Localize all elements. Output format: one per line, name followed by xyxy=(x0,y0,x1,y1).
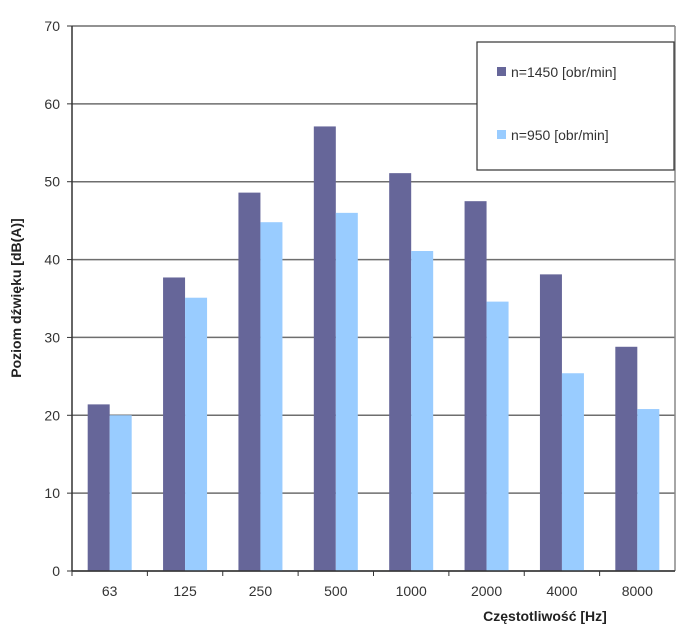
legend-box xyxy=(476,41,675,171)
bar-n=1450-2000 xyxy=(464,201,487,571)
bar-n=950-63 xyxy=(109,415,132,571)
x-tick-label: 2000 xyxy=(471,583,502,599)
bar-n=1450-1000 xyxy=(389,173,412,571)
x-tick-label: 250 xyxy=(249,583,273,599)
y-tick-label: 10 xyxy=(44,485,60,501)
bar-n=1450-63 xyxy=(87,404,110,571)
x-tick-label: 8000 xyxy=(622,583,653,599)
bar-n=1450-8000 xyxy=(615,346,638,571)
axes xyxy=(67,25,676,576)
x-tick-label: 1000 xyxy=(396,583,427,599)
x-axis-label: Częstotliwość [Hz] xyxy=(483,608,607,624)
bar-n=950-8000 xyxy=(637,409,660,571)
bar-n=950-250 xyxy=(260,222,283,571)
legend-swatch-950 xyxy=(497,130,506,139)
bar-n=950-125 xyxy=(185,297,208,571)
bar-n=1450-250 xyxy=(238,192,261,571)
bars xyxy=(87,126,660,571)
y-tick-label: 30 xyxy=(44,329,60,345)
bar-n=1450-125 xyxy=(163,277,186,571)
legend-swatch-1450 xyxy=(497,67,506,76)
bar-n=950-4000 xyxy=(561,373,584,571)
x-tick-label: 63 xyxy=(102,583,118,599)
legend: n=1450 [obr/min] n=950 [obr/min] xyxy=(476,41,675,171)
y-tick-label: 60 xyxy=(44,96,60,112)
y-tick-label: 0 xyxy=(52,563,60,579)
bar-n=1450-500 xyxy=(313,126,336,571)
y-tick-label: 70 xyxy=(44,18,60,34)
legend-label-1450: n=1450 [obr/min] xyxy=(511,64,616,80)
y-tick-label: 20 xyxy=(44,407,60,423)
x-tick-label: 125 xyxy=(173,583,197,599)
x-tick-label: 4000 xyxy=(546,583,577,599)
x-tick-label: 500 xyxy=(324,583,348,599)
legend-label-950: n=950 [obr/min] xyxy=(511,127,609,143)
y-tick-label: 40 xyxy=(44,252,60,268)
bar-n=950-2000 xyxy=(486,301,509,571)
tick-labels: 0 10 20 30 40 50 60 70 63 125 250 500 1000 2000 4000 80… xyxy=(44,18,653,599)
y-tick-label: 50 xyxy=(44,174,60,190)
y-axis-label: Poziom dźwięku [dB(A)] xyxy=(8,218,24,377)
bar-n=1450-4000 xyxy=(539,274,562,571)
bar-n=950-500 xyxy=(335,212,358,571)
bar-n=950-1000 xyxy=(411,251,434,571)
